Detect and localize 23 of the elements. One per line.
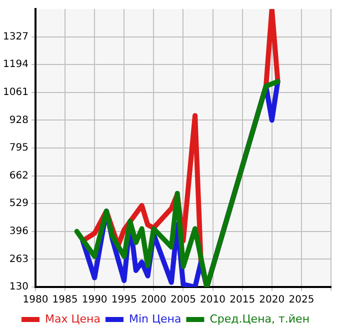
y-tick-label: 795 [9,142,28,154]
y-tick-label: 1194 [2,59,28,70]
x-tick-label: 2015 [230,294,256,306]
y-tick-label: 1061 [2,86,28,98]
x-tick-label: 1990 [82,294,108,306]
y-tick-label: 263 [9,254,28,265]
legend-label: Сред.Цена, т.йен [210,312,310,326]
y-tick-label: 396 [9,226,28,237]
y-tick-label: 1327 [2,31,28,42]
x-tick-label: 2005 [170,294,196,306]
x-tick-label: 1995 [111,294,137,306]
legend-label: Min Цена [128,312,182,326]
x-tick-label: 1985 [52,294,78,306]
legend-label: Max Цена [44,312,100,326]
x-tick-label: 1980 [22,294,48,306]
x-tick-label: 2020 [259,294,285,306]
x-tick-label: 2010 [200,294,226,306]
y-tick-label: 130 [9,282,28,293]
x-tick-label: 2000 [140,294,166,306]
y-tick-label: 662 [9,170,28,182]
y-tick-label: 928 [9,114,28,126]
y-tick-label: 529 [9,198,28,210]
x-tick-label: 2025 [288,294,314,306]
